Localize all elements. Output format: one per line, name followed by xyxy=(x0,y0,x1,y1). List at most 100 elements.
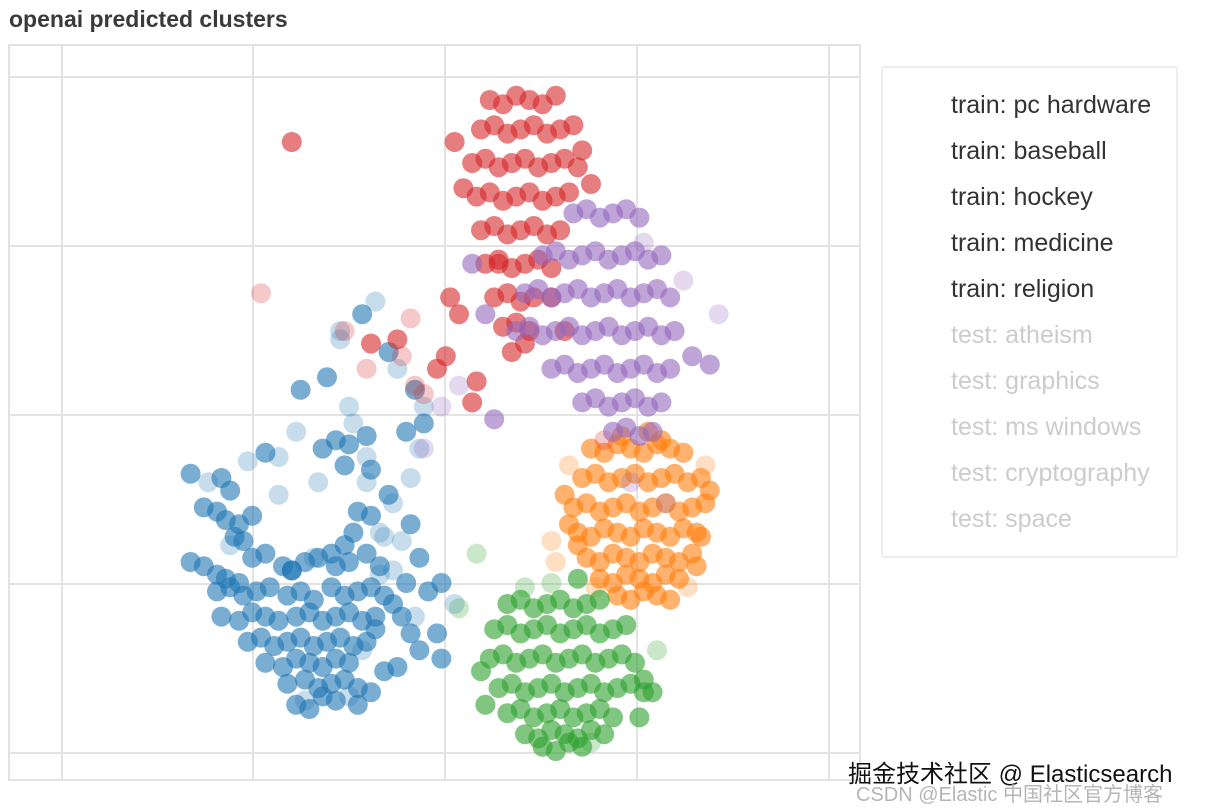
scatter-point xyxy=(409,640,430,661)
scatter-point xyxy=(431,648,452,669)
scatter-point xyxy=(347,501,368,522)
legend-item[interactable]: test: cryptography xyxy=(951,459,1150,487)
scatter-point xyxy=(233,531,254,551)
scatter-point xyxy=(699,480,720,501)
scatter-point xyxy=(559,514,579,535)
scatter-point xyxy=(387,358,408,379)
scatter-point xyxy=(281,132,302,152)
scatter-point xyxy=(352,304,373,325)
scatter-point xyxy=(211,606,232,627)
legend-item[interactable]: test: ms windows xyxy=(951,413,1142,441)
scatter-point xyxy=(651,392,672,413)
scatter-point xyxy=(616,615,637,635)
scatter-point xyxy=(475,694,496,715)
scatter-point xyxy=(431,573,452,593)
scatter-point xyxy=(251,283,271,304)
scatter-point xyxy=(581,174,601,194)
legend-item[interactable]: test: atheism xyxy=(951,321,1093,349)
scatter-point xyxy=(545,552,566,572)
scatter-point xyxy=(365,619,386,640)
scatter-point xyxy=(541,573,562,593)
scatter-point xyxy=(572,736,593,757)
scatter-plot xyxy=(8,44,861,781)
scatter-point xyxy=(660,358,681,379)
scatter-point xyxy=(462,392,483,413)
scatter-point xyxy=(369,564,390,585)
scatter-point xyxy=(655,493,676,514)
scatter-point xyxy=(515,577,535,598)
scatter-point xyxy=(673,270,694,291)
scatter-point xyxy=(405,375,425,396)
scatter-point xyxy=(308,472,329,493)
scatter-point xyxy=(365,291,386,312)
scatter-point xyxy=(387,657,408,677)
scatter-point xyxy=(220,535,241,556)
scatter-point xyxy=(361,333,381,354)
scatter-point xyxy=(330,329,351,350)
scatter-point xyxy=(405,606,425,627)
scatter-point xyxy=(387,329,408,350)
scatter-point xyxy=(356,426,377,446)
scatter-point xyxy=(647,640,667,661)
scatter-point xyxy=(334,455,355,476)
scatter-point xyxy=(356,543,377,564)
scatter-point xyxy=(708,304,729,325)
scatter-point xyxy=(449,304,469,325)
scatter-point xyxy=(589,589,610,610)
scatter-point xyxy=(444,132,465,152)
scatter-point xyxy=(413,413,434,434)
scatter-point xyxy=(286,421,307,442)
scatter-point xyxy=(444,594,465,614)
scatter-point xyxy=(361,459,381,480)
legend-item[interactable]: train: pc hardware xyxy=(951,91,1152,119)
scatter-point xyxy=(207,501,227,522)
legend-item[interactable]: train: baseball xyxy=(951,137,1107,165)
scatter-point xyxy=(339,552,359,572)
scatter-point xyxy=(330,321,351,341)
scatter-point xyxy=(642,682,663,703)
scatter-point xyxy=(572,140,593,161)
scatter-point xyxy=(669,568,689,589)
scatter-point xyxy=(594,724,615,745)
scatter-point xyxy=(625,652,645,673)
legend-item[interactable]: test: space xyxy=(951,505,1072,533)
scatter-point xyxy=(405,379,425,400)
scatter-point xyxy=(567,568,588,589)
scatter-point xyxy=(453,178,474,199)
scatter-point xyxy=(352,640,373,661)
points xyxy=(180,85,729,761)
scatter-point xyxy=(471,661,491,682)
scatter-point xyxy=(400,623,421,644)
scatter-point xyxy=(303,547,324,568)
scatter-point xyxy=(651,245,672,266)
scatter-point xyxy=(396,421,417,442)
scatter-point xyxy=(554,484,575,505)
scatter-point xyxy=(374,526,395,547)
scatter-point xyxy=(488,253,509,274)
scatter-point xyxy=(391,531,412,551)
scatter-point xyxy=(220,480,241,501)
scatter-point xyxy=(660,287,681,308)
legend-item[interactable]: train: hockey xyxy=(951,183,1093,211)
scatter-point xyxy=(400,514,421,535)
scatter-point xyxy=(603,707,623,728)
scatter-point xyxy=(339,434,359,455)
scatter-point xyxy=(567,157,588,178)
scatter-point xyxy=(550,220,571,241)
scatter-point xyxy=(180,463,201,484)
scatter-point xyxy=(317,367,337,388)
legend-item[interactable]: test: graphics xyxy=(951,367,1100,395)
scatter-point xyxy=(242,505,263,526)
legend: train: pc hardware train: baseball train: … xyxy=(881,66,1178,558)
legend-item[interactable]: train: medicine xyxy=(951,229,1114,257)
scatter-point xyxy=(259,577,280,598)
scatter-point xyxy=(686,556,707,577)
scatter-point xyxy=(281,560,302,581)
scatter-point xyxy=(343,413,364,434)
scatter-point xyxy=(673,442,694,463)
scatter-point xyxy=(466,543,487,564)
scatter-point xyxy=(237,451,258,472)
watermark-juejin: 掘金技术社区 @ Elasticsearch xyxy=(848,761,1173,788)
legend-item[interactable]: train: religion xyxy=(951,275,1095,303)
scatter-point xyxy=(290,379,311,400)
